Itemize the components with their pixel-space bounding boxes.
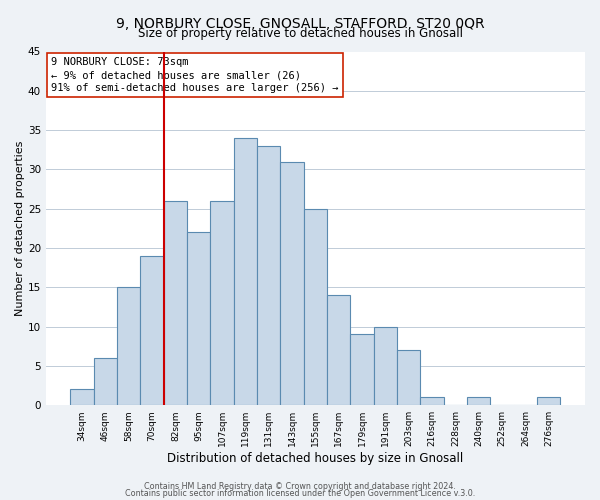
Text: 9, NORBURY CLOSE, GNOSALL, STAFFORD, ST20 0QR: 9, NORBURY CLOSE, GNOSALL, STAFFORD, ST2… — [116, 18, 484, 32]
Bar — [350, 334, 374, 405]
X-axis label: Distribution of detached houses by size in Gnosall: Distribution of detached houses by size … — [167, 452, 464, 465]
Bar — [117, 288, 140, 405]
Bar — [304, 208, 327, 405]
Bar — [211, 201, 234, 405]
Text: Contains HM Land Registry data © Crown copyright and database right 2024.: Contains HM Land Registry data © Crown c… — [144, 482, 456, 491]
Bar — [421, 398, 444, 405]
Text: 9 NORBURY CLOSE: 73sqm
← 9% of detached houses are smaller (26)
91% of semi-deta: 9 NORBURY CLOSE: 73sqm ← 9% of detached … — [51, 57, 339, 93]
Bar — [467, 398, 490, 405]
Bar — [327, 295, 350, 405]
Bar — [164, 201, 187, 405]
Text: Size of property relative to detached houses in Gnosall: Size of property relative to detached ho… — [137, 28, 463, 40]
Bar — [94, 358, 117, 405]
Bar — [397, 350, 421, 405]
Bar — [280, 162, 304, 405]
Bar — [257, 146, 280, 405]
Y-axis label: Number of detached properties: Number of detached properties — [15, 140, 25, 316]
Bar — [187, 232, 211, 405]
Bar — [140, 256, 164, 405]
Bar — [537, 398, 560, 405]
Bar — [374, 326, 397, 405]
Bar — [70, 390, 94, 405]
Text: Contains public sector information licensed under the Open Government Licence v.: Contains public sector information licen… — [125, 489, 475, 498]
Bar — [234, 138, 257, 405]
